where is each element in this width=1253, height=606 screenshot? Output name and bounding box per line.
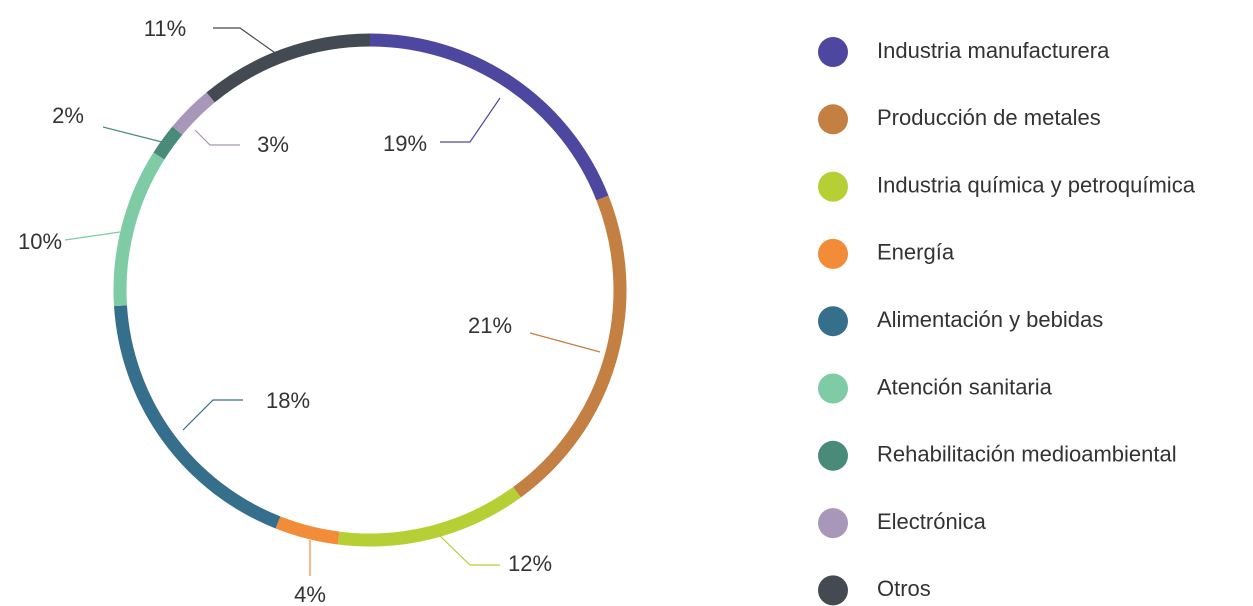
- data-label: 12%: [508, 551, 552, 576]
- data-label: 2%: [52, 103, 84, 128]
- data-label: 18%: [266, 388, 310, 413]
- leader-line: [213, 27, 279, 56]
- data-label: 11%: [144, 16, 186, 41]
- donut-segment: [113, 152, 165, 307]
- legend-label: Electrónica: [877, 509, 987, 534]
- legend-swatch: [818, 373, 848, 404]
- donut-segment: [275, 516, 340, 545]
- leader-line: [194, 129, 240, 146]
- data-label: 19%: [383, 131, 427, 156]
- legend-label: Producción de metales: [877, 105, 1101, 130]
- leader-line: [437, 533, 500, 566]
- legend-swatch: [818, 37, 848, 67]
- donut-segment: [513, 195, 627, 498]
- data-label: 21%: [468, 313, 512, 338]
- data-label: 3%: [257, 132, 289, 157]
- legend-swatch: [818, 238, 848, 269]
- legend-swatch: [818, 104, 848, 135]
- legend-swatch: [818, 575, 848, 606]
- legend-swatch: [818, 508, 848, 539]
- donut-segment: [369, 33, 609, 201]
- donut-segment: [114, 305, 281, 529]
- legend-label: Energía: [877, 240, 955, 265]
- legend-swatch: [818, 171, 848, 202]
- leader-line: [182, 399, 243, 431]
- data-label: 10%: [18, 229, 62, 254]
- donut-segment: [206, 33, 371, 103]
- legend-label: Alimentación y bebidas: [877, 307, 1103, 332]
- leader-line: [102, 126, 163, 143]
- leader-line: [529, 332, 601, 353]
- donut-segment: [153, 126, 183, 160]
- legend-label: Atención sanitaria: [877, 374, 1053, 399]
- legend-label: Otros: [877, 576, 931, 601]
- leader-line: [64, 231, 121, 241]
- legend-label: Rehabilitación medioambiental: [877, 442, 1177, 467]
- donut-segment: [337, 486, 521, 547]
- legend-label: Industria manufacturera: [877, 38, 1110, 63]
- legend-swatch: [818, 440, 848, 471]
- data-label: 4%: [294, 582, 326, 606]
- legend-label: Industria química y petroquímica: [877, 172, 1196, 197]
- leader-line: [440, 97, 501, 143]
- donut-segment: [172, 92, 215, 135]
- legend-swatch: [818, 306, 848, 337]
